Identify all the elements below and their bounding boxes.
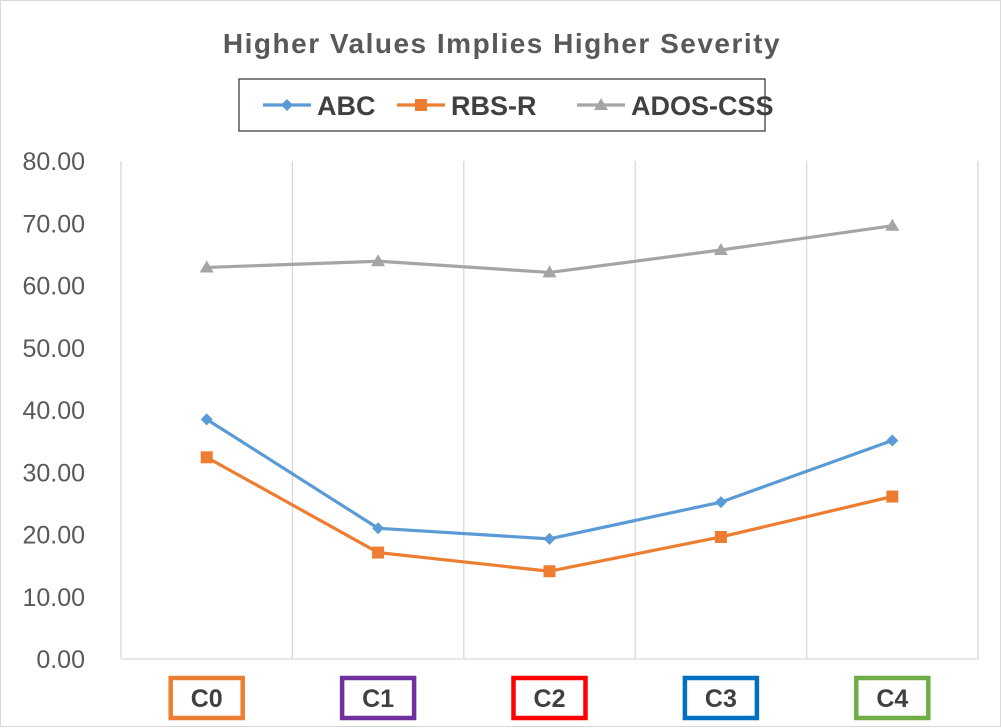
- data-point: [714, 530, 727, 543]
- y-tick-label: 0.00: [36, 646, 85, 674]
- legend-box: [238, 78, 766, 132]
- series-layer: [199, 218, 900, 578]
- category-box: [682, 675, 760, 721]
- y-tick-label: 70.00: [22, 210, 85, 238]
- legend-label: ADOS-CSS: [631, 91, 774, 121]
- axes: 0.00 10.00 20.00 30.00 40.00 50.00 60.00 70.00 8…: [22, 148, 978, 674]
- data-point: [543, 565, 556, 578]
- data-point: [200, 451, 213, 464]
- series-line: [205, 455, 893, 573]
- x-tick-label: C1: [362, 685, 394, 713]
- data-point: [372, 546, 385, 559]
- y-tick-label: 10.00: [22, 584, 85, 612]
- y-tick-label: 40.00: [22, 397, 85, 425]
- series-rbs-r: [200, 451, 899, 578]
- y-tick-label: 60.00: [22, 273, 85, 301]
- data-point: [885, 218, 900, 231]
- legend-marker: [281, 99, 293, 111]
- x-tick-label: C4: [876, 685, 908, 713]
- legend-label: ABC: [317, 91, 376, 121]
- x-tick-label: C3: [705, 685, 737, 713]
- data-point: [372, 522, 385, 535]
- series-abc: [200, 413, 899, 545]
- category-box: [854, 675, 931, 721]
- legend-marker: [415, 99, 427, 111]
- series-ados-css: [199, 218, 900, 278]
- legend: ABC RBS-R ADOS-CSS: [238, 78, 774, 132]
- x-tick-label: C0: [191, 685, 223, 713]
- data-point: [886, 434, 899, 447]
- data-point: [886, 490, 899, 503]
- y-tick-label: 50.00: [22, 335, 85, 363]
- x-tick-label: C2: [534, 685, 566, 713]
- y-tick-label: 30.00: [22, 459, 85, 487]
- chart-title: Higher Values Implies Higher Severity: [223, 28, 781, 59]
- y-tick-label: 80.00: [22, 148, 85, 176]
- data-point: [713, 243, 728, 256]
- category-labels: C0 C1 C2 C3 C4: [168, 675, 931, 721]
- series-line: [206, 224, 893, 275]
- category-box: [511, 675, 588, 721]
- data-point: [371, 254, 386, 267]
- y-tick-label: 20.00: [22, 522, 85, 550]
- legend-label: RBS-R: [451, 91, 537, 121]
- data-point: [199, 260, 214, 273]
- category-box: [339, 675, 417, 721]
- data-point: [542, 265, 557, 278]
- data-point: [543, 532, 556, 545]
- legend-entry: ADOS-CSS: [577, 91, 774, 121]
- category-box: [168, 675, 245, 721]
- data-point: [200, 413, 213, 426]
- legend-marker: [594, 98, 608, 110]
- data-point: [714, 496, 727, 509]
- legend-entry: RBS-R: [397, 91, 537, 121]
- legend-entry: ABC: [263, 91, 376, 121]
- gridlines: [291, 161, 979, 659]
